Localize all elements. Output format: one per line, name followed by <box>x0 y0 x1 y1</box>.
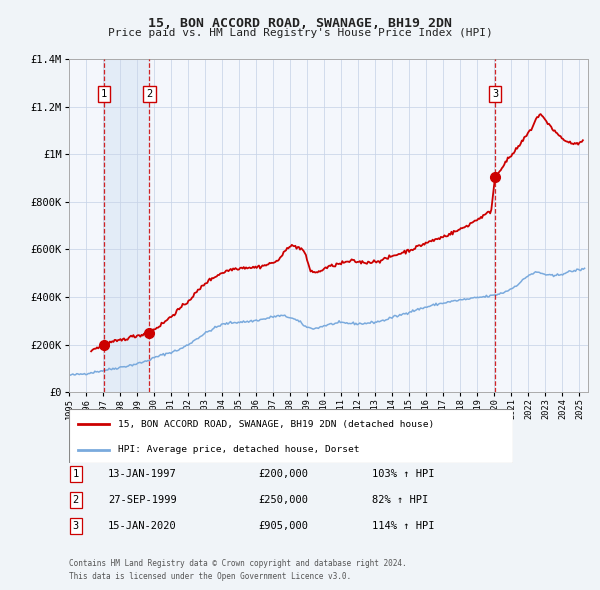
Text: 15, BON ACCORD ROAD, SWANAGE, BH19 2DN (detached house): 15, BON ACCORD ROAD, SWANAGE, BH19 2DN (… <box>118 419 434 428</box>
Text: £905,000: £905,000 <box>258 522 308 531</box>
Text: 1: 1 <box>101 89 107 99</box>
Text: Contains HM Land Registry data © Crown copyright and database right 2024.: Contains HM Land Registry data © Crown c… <box>69 559 407 568</box>
Text: 3: 3 <box>73 522 79 531</box>
Text: 3: 3 <box>492 89 498 99</box>
FancyBboxPatch shape <box>69 409 513 463</box>
Text: 15-JAN-2020: 15-JAN-2020 <box>108 522 177 531</box>
Text: 15, BON ACCORD ROAD, SWANAGE, BH19 2DN: 15, BON ACCORD ROAD, SWANAGE, BH19 2DN <box>148 17 452 30</box>
Text: 2: 2 <box>73 496 79 505</box>
Text: £250,000: £250,000 <box>258 496 308 505</box>
Bar <box>104 59 149 392</box>
Text: 2: 2 <box>146 89 152 99</box>
Text: 27-SEP-1999: 27-SEP-1999 <box>108 496 177 505</box>
Text: 13-JAN-1997: 13-JAN-1997 <box>108 470 177 479</box>
Text: £200,000: £200,000 <box>258 470 308 479</box>
Text: 103% ↑ HPI: 103% ↑ HPI <box>372 470 434 479</box>
Text: 82% ↑ HPI: 82% ↑ HPI <box>372 496 428 505</box>
Text: This data is licensed under the Open Government Licence v3.0.: This data is licensed under the Open Gov… <box>69 572 351 581</box>
Text: 114% ↑ HPI: 114% ↑ HPI <box>372 522 434 531</box>
Text: 1: 1 <box>73 470 79 479</box>
Text: HPI: Average price, detached house, Dorset: HPI: Average price, detached house, Dors… <box>118 445 359 454</box>
Text: Price paid vs. HM Land Registry's House Price Index (HPI): Price paid vs. HM Land Registry's House … <box>107 28 493 38</box>
